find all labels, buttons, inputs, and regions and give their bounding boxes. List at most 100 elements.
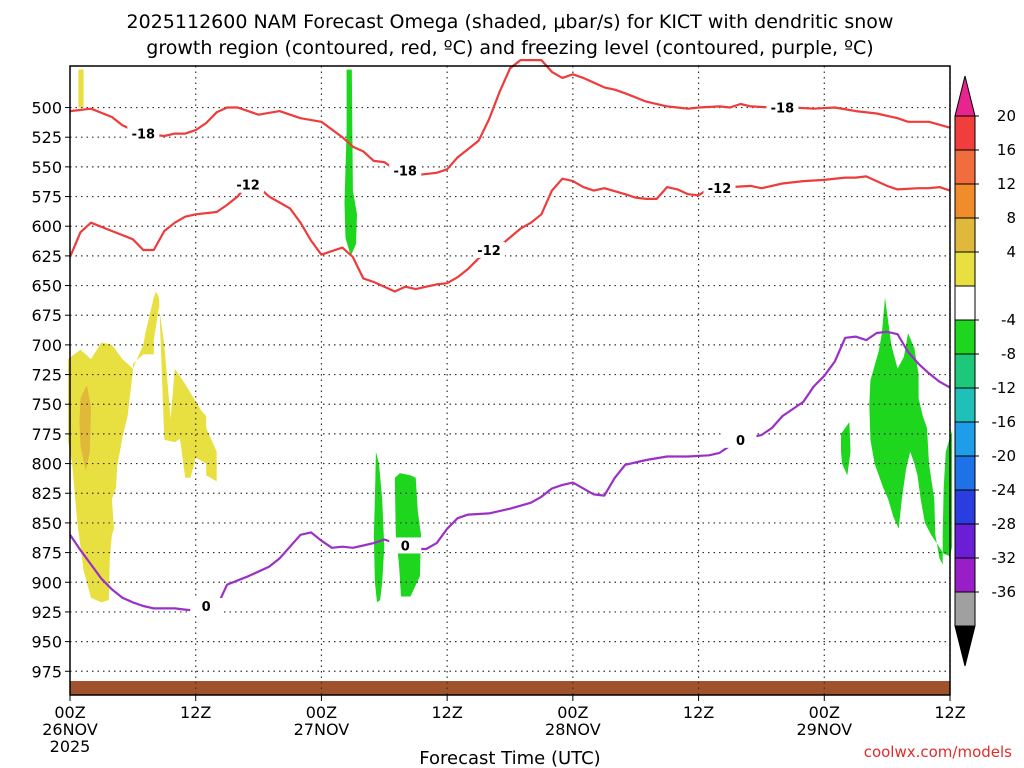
y-tick-label-650: 650 [31, 277, 62, 296]
colorbar-label-6: -8 [1001, 345, 1016, 363]
colorbar-label-11: -28 [992, 515, 1017, 533]
colorbar-top-triangle [954, 75, 976, 117]
x-tick-label-72-1: 29NOV [796, 720, 852, 739]
x-tick-label-24-0: 00Z [306, 703, 337, 722]
omega-region-2 [79, 385, 91, 471]
contour-label-snow_growth_minus12_upper-1: -12 [477, 244, 501, 259]
y-tick-label-875: 875 [31, 544, 62, 563]
colorbar: 20 16 12 8 4 -4 -8 -12 -16 -20 -24 -28 -32 -36 [954, 75, 1017, 667]
colorbar-segment-5 [954, 285, 976, 321]
contour-label-snow_growth_minus18-2: -18 [771, 102, 795, 117]
grid-lines [70, 66, 951, 695]
y-tick-label-675: 675 [31, 306, 62, 325]
contour-label-bg-freezing_level_0-0 [190, 597, 223, 614]
contour-label-bg-freezing_level_0-2 [724, 431, 757, 448]
y-tick-label-500: 500 [31, 99, 62, 118]
colorbar-segment-10 [954, 455, 976, 491]
colorbar-label-4: 4 [1006, 243, 1016, 261]
y-tick-label-750: 750 [31, 395, 62, 414]
omega-region-5 [394, 473, 421, 597]
x-axis-label: Forecast Time (UTC) [419, 748, 600, 768]
contour-line-snow_growth_minus18 [69, 59, 951, 177]
x-tick-label-24-1: 27NOV [294, 720, 350, 739]
y-axis: 500 525 550 575 600 625 650 675 700 725 750 775 800 8… [31, 99, 70, 681]
colorbar-segment-7 [954, 353, 976, 389]
omega-region-6 [841, 422, 851, 476]
x-tick-label-72-0: 00Z [809, 703, 840, 722]
x-tick-label-0-0: 00Z [54, 703, 85, 722]
x-tick-label-12-0: 12Z [180, 703, 211, 722]
colorbar-label-5: -4 [1001, 311, 1016, 329]
contour-label-snow_growth_minus18-1: -18 [393, 164, 417, 179]
y-tick-label-700: 700 [31, 336, 62, 355]
colorbar-segment-8 [954, 387, 976, 423]
omega-region-0 [67, 291, 217, 603]
omega-region-1 [78, 69, 84, 108]
contour-label-bg-snow_growth_minus18-2 [766, 99, 799, 116]
y-tick-label-950: 950 [31, 633, 62, 652]
colorbar-segment-0 [954, 115, 976, 151]
x-tick-label-60-0: 12Z [683, 703, 714, 722]
y-tick-label-625: 625 [31, 247, 62, 266]
y-tick-label-925: 925 [31, 603, 62, 622]
omega-region-7 [869, 297, 953, 565]
contour-line-freezing_level_0 [69, 330, 951, 612]
contour-label-bg-snow_growth_minus12_upper-0 [232, 176, 265, 193]
y-tick-label-600: 600 [31, 217, 62, 236]
y-tick-label-825: 825 [31, 484, 62, 503]
y-tick-label-550: 550 [31, 158, 62, 177]
y-tick-label-775: 775 [31, 425, 62, 444]
colorbar-segment-14 [954, 591, 976, 627]
contour-label-snow_growth_minus12_upper-2: -12 [708, 182, 732, 197]
contour-label-bg-freezing_level_0-1 [389, 537, 422, 554]
plot-frame [69, 65, 951, 696]
colorbar-label-13: -36 [992, 583, 1017, 601]
colorbar-segment-11 [954, 489, 976, 525]
contour-layer: -18 -18 -18 -12 -12 -12 0 0 0 [68, 59, 951, 615]
colorbar-bottom-triangle [954, 625, 976, 667]
colorbar-segment-1 [954, 149, 976, 185]
contour-label-bg-snow_growth_minus12_upper-1 [473, 241, 506, 258]
chart-title-line-2: growth region (contoured, red, ºC) and f… [146, 37, 873, 59]
x-tick-label-48-1: 28NOV [545, 720, 601, 739]
y-tick-label-725: 725 [31, 366, 62, 385]
contour-label-snow_growth_minus18-0: -18 [132, 128, 156, 143]
contour-label-bg-snow_growth_minus18-0 [127, 125, 160, 142]
y-tick-label-850: 850 [31, 514, 62, 533]
contour-label-freezing_level_0-2: 0 [736, 434, 745, 449]
colorbar-label-9: -20 [992, 447, 1017, 465]
colorbar-label-2: 12 [997, 175, 1016, 193]
colorbar-segment-6 [954, 319, 976, 355]
contour-label-snow_growth_minus12_upper-0: -12 [236, 179, 260, 194]
omega-shading-layer [67, 69, 953, 603]
contour-label-freezing_level_0-0: 0 [202, 600, 211, 615]
colorbar-segment-4 [954, 251, 976, 287]
omega-region-4 [373, 451, 385, 603]
chart-title-line-1: 2025112600 NAM Forecast Omega (shaded, μ… [127, 11, 894, 33]
credit-text: coolwx.com/models [864, 743, 1012, 761]
y-tick-label-575: 575 [31, 188, 62, 207]
plot-area: -18 -18 -18 -12 -12 -12 0 0 0 [67, 59, 953, 696]
y-tick-label-900: 900 [31, 573, 62, 592]
x-tick-label-84-0: 12Z [934, 703, 965, 722]
colorbar-segment-12 [954, 523, 976, 559]
colorbar-label-10: -24 [992, 481, 1017, 499]
terrain-ground-band [70, 681, 950, 695]
contour-label-bg-snow_growth_minus18-1 [389, 162, 422, 179]
x-tick-label-0-1: 26NOV [42, 720, 98, 739]
colorbar-label-3: 8 [1006, 209, 1016, 227]
contour-line-snow_growth_minus12_upper [68, 175, 951, 293]
contour-label-bg-snow_growth_minus12_upper-2 [703, 180, 736, 197]
omega-region-3 [344, 69, 357, 256]
colorbar-label-1: 16 [997, 141, 1016, 159]
colorbar-label-12: -32 [992, 549, 1017, 567]
x-tick-label-36-0: 12Z [431, 703, 462, 722]
colorbar-segment-2 [954, 183, 976, 219]
y-tick-label-975: 975 [31, 662, 62, 681]
colorbar-segment-9 [954, 421, 976, 457]
colorbar-label-7: -12 [992, 379, 1017, 397]
colorbar-segment-3 [954, 217, 976, 253]
x-tick-label-48-0: 00Z [557, 703, 588, 722]
